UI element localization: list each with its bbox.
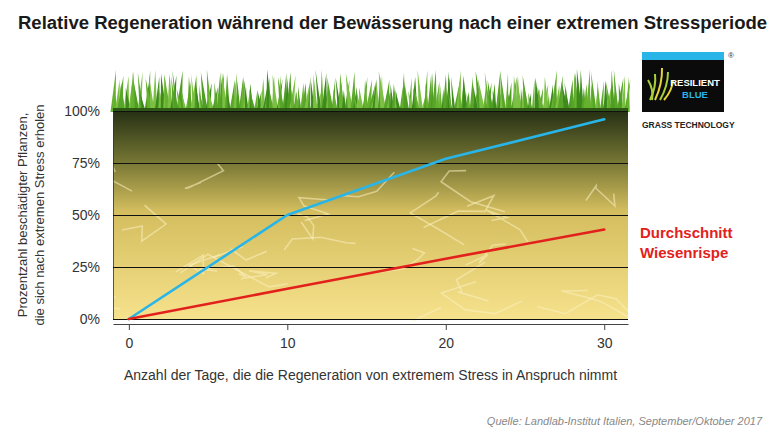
grass-blade [597, 81, 600, 112]
background [59, 69, 631, 349]
crack [441, 282, 522, 314]
annotation: GRASS TECHNOLOGY [642, 120, 735, 130]
tick-mark [287, 324, 288, 330]
grid-line [113, 267, 628, 268]
y-tick-label: 100% [64, 103, 100, 119]
crack [241, 271, 276, 279]
tick-mark [446, 324, 447, 330]
y-tick: 75% [72, 155, 628, 171]
crack [298, 214, 314, 239]
crack [113, 156, 132, 191]
crack [284, 237, 355, 249]
grid-line [113, 163, 628, 164]
y-tick: 50% [72, 207, 628, 223]
legend-label: RESILIENTBLUE [670, 77, 720, 100]
grid-line [113, 319, 628, 320]
y-tick-label: 25% [72, 259, 100, 275]
y-tick-label: 75% [72, 155, 100, 171]
lines [129, 119, 604, 319]
grass-blade [626, 77, 630, 112]
x-axis-title: Anzahl der Tage, die die Regeneration vo… [124, 367, 617, 383]
y-tick-label: 50% [72, 207, 100, 223]
grass-base [113, 108, 628, 112]
logo-leaf [648, 80, 653, 100]
grass-blade [500, 70, 506, 112]
x-tick-label: 10 [280, 335, 296, 351]
crack [374, 307, 441, 321]
legend: RESILIENTBLUE DurchschnittWiesenrispe ® GRA… [640, 51, 735, 261]
grid-line [113, 215, 628, 216]
crack [423, 196, 493, 228]
x-tick: 10 [280, 324, 296, 351]
logo-box [642, 60, 724, 112]
crack [373, 249, 424, 273]
legend-label: DurchschnittWiesenrispe [640, 224, 733, 261]
crack [562, 290, 628, 317]
x-tick: 30 [597, 324, 613, 351]
grass-blade [544, 77, 550, 112]
chart: 0% 25% 50% 75% 100% 0 10 20 30 RESILIENTBLUE Durch… [0, 0, 780, 437]
ground [113, 111, 628, 319]
y-axis-title: Prozentzahl beschädigter Pflanzen,die si… [15, 104, 47, 325]
series-line [129, 230, 604, 319]
y-tick-label: 0% [80, 311, 100, 327]
crack [410, 192, 464, 245]
crack [185, 163, 223, 188]
grass-blade [532, 79, 535, 112]
x-tick: 20 [438, 324, 454, 351]
x-tick-label: 20 [438, 335, 454, 351]
crack [113, 296, 120, 309]
crack [122, 205, 166, 241]
cracks [113, 156, 628, 321]
logo-leaf [655, 68, 662, 100]
grass-blade [405, 84, 410, 112]
crack [180, 254, 287, 287]
y-axis: 0% 25% 50% 75% 100% [64, 103, 628, 327]
source: Quelle: Landlab-Institut Italien, Septem… [487, 415, 763, 427]
crack [441, 171, 505, 212]
tick-mark [604, 324, 605, 330]
x-axis: 0 10 20 30 [114, 324, 629, 351]
x-tick-label: 30 [597, 335, 613, 351]
grass-blade [304, 82, 310, 112]
x-axis-line [114, 324, 629, 325]
logo-band [642, 52, 724, 60]
x-tick: 0 [125, 324, 133, 351]
y-tick: 100% [64, 103, 628, 119]
crack [537, 295, 628, 315]
grass-blade [621, 75, 625, 112]
annotation: ® [728, 51, 734, 60]
title: Relative Regeneration während der Bewäss… [18, 12, 767, 33]
grid-line [113, 111, 628, 112]
grass [111, 69, 631, 112]
tick-mark [129, 324, 130, 330]
grass-blade [418, 70, 424, 112]
grass-blade [307, 83, 310, 112]
crack [586, 186, 615, 206]
y-tick: 25% [72, 259, 628, 275]
series-line [129, 119, 604, 319]
x-tick-label: 0 [125, 335, 133, 351]
